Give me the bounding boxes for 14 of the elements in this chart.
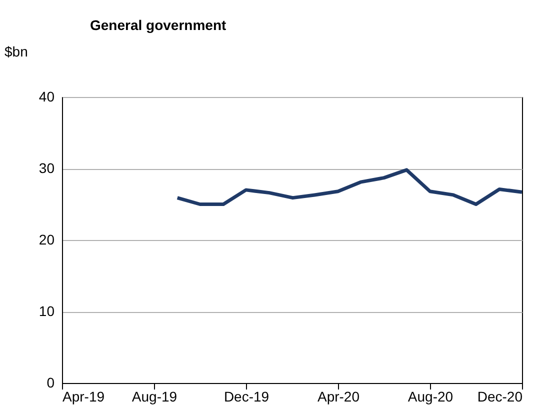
chart-title: General government [90, 17, 226, 33]
y-tick-label: 40 [38, 88, 55, 104]
x-tick-label: Dec-19 [224, 388, 270, 404]
y-tick-label: 10 [38, 303, 55, 319]
y-tick-label: 0 [46, 374, 55, 390]
x-tick-label: Aug-20 [408, 388, 454, 404]
x-tick-label: Apr-19 [62, 388, 105, 404]
y-tick-label: 30 [38, 160, 55, 176]
x-tick-label: Aug-19 [132, 388, 178, 404]
line-series [176, 168, 524, 206]
y-axis-title: $bn [4, 44, 28, 60]
x-tick-label: Dec-20 [477, 388, 523, 404]
y-tick-label: 20 [38, 232, 55, 248]
x-tick-label: Apr-20 [317, 388, 360, 404]
